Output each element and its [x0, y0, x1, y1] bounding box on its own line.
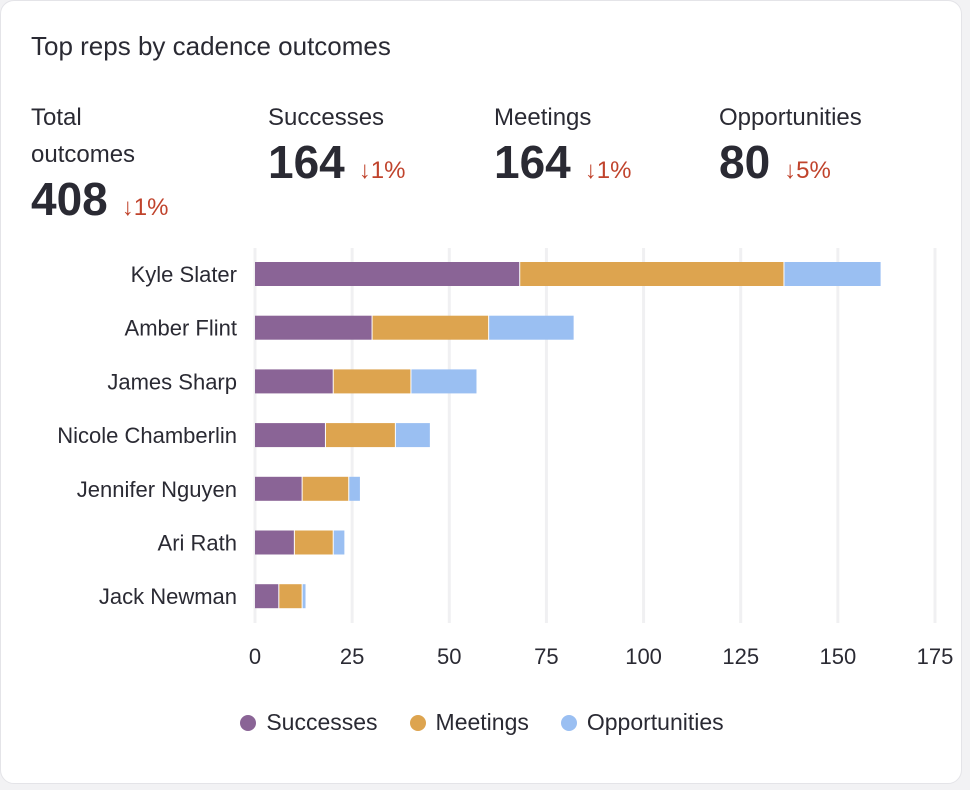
- bar-successes: [255, 262, 520, 286]
- card-title: Top reps by cadence outcomes: [31, 31, 391, 61]
- legend-dot-icon: [240, 714, 257, 731]
- bar-opportunities: [395, 423, 430, 448]
- legend-item-meetings[interactable]: Meetings: [409, 709, 529, 736]
- stat-opportunities: Opportunities 80 ↓5%: [719, 99, 862, 188]
- x-tick-label: 0: [249, 644, 261, 669]
- bar-opportunities: [333, 530, 345, 555]
- x-tick-label: 150: [819, 644, 856, 669]
- y-category-label: Amber Flint: [125, 316, 237, 341]
- bar-opportunities: [349, 476, 360, 501]
- bar-meetings: [302, 476, 349, 501]
- legend-label: Meetings: [435, 709, 529, 735]
- stat-change: ↓1%: [121, 194, 169, 221]
- bar-successes: [255, 530, 294, 555]
- bar-meetings: [520, 262, 784, 286]
- bar-meetings: [325, 423, 395, 448]
- legend-dot-icon: [560, 714, 577, 731]
- y-category-label: Ari Rath: [158, 531, 237, 556]
- stat-label: Opportunities: [719, 104, 862, 131]
- legend-item-opportunities[interactable]: Opportunities: [560, 709, 724, 736]
- x-tick-label: 100: [625, 644, 662, 669]
- bar-chart: 0 25 50 75 100 125 150 175 Kyle Slater Amber Flin…: [57, 248, 954, 669]
- stat-label: Total outcomes: [31, 104, 136, 168]
- stat-meetings: Meetings 164 ↓1%: [494, 99, 631, 188]
- x-tick-label: 175: [917, 644, 954, 669]
- bar-meetings: [279, 584, 302, 609]
- bar-opportunities: [302, 584, 306, 609]
- stat-change: ↓1%: [584, 157, 632, 184]
- y-category-label: Kyle Slater: [131, 262, 237, 287]
- bar-meetings: [294, 530, 333, 555]
- legend-dot-icon: [409, 714, 426, 731]
- x-tick-label: 25: [340, 644, 364, 669]
- x-tick-label: 50: [437, 644, 461, 669]
- x-tick-label: 125: [722, 644, 759, 669]
- bar-meetings: [372, 315, 489, 340]
- bar-meetings: [333, 369, 411, 394]
- bar-opportunities: [489, 315, 574, 340]
- bar-successes: [255, 369, 333, 394]
- bar-successes: [255, 584, 279, 609]
- chart-legend: Successes Meetings Opportunities: [1, 709, 963, 736]
- bar-successes: [255, 315, 372, 340]
- y-category-label: James Sharp: [107, 369, 237, 394]
- stat-value: 164: [494, 136, 571, 188]
- y-category-label: Nicole Chamberlin: [57, 423, 237, 448]
- y-category-label: Jennifer Nguyen: [77, 477, 237, 502]
- bar-opportunities: [411, 369, 477, 394]
- stat-total-outcomes: Total outcomes 408 ↓1%: [31, 99, 231, 225]
- bar-successes: [255, 423, 325, 448]
- stat-value: 408: [31, 173, 108, 225]
- stat-change: ↓1%: [358, 157, 406, 184]
- y-category-label: Jack Newman: [99, 584, 237, 609]
- stat-label: Successes: [268, 104, 385, 131]
- bar-successes: [255, 476, 302, 501]
- legend-item-successes[interactable]: Successes: [240, 709, 378, 736]
- stat-value: 80: [719, 136, 771, 188]
- x-tick-label: 75: [534, 644, 558, 669]
- stat-value: 164: [268, 136, 345, 188]
- stat-successes: Successes 164 ↓1%: [268, 99, 405, 188]
- stat-change: ↓5%: [784, 157, 831, 184]
- legend-label: Opportunities: [586, 709, 724, 735]
- legend-label: Successes: [266, 709, 378, 735]
- bar-opportunities: [784, 262, 881, 286]
- stat-label: Meetings: [494, 104, 592, 131]
